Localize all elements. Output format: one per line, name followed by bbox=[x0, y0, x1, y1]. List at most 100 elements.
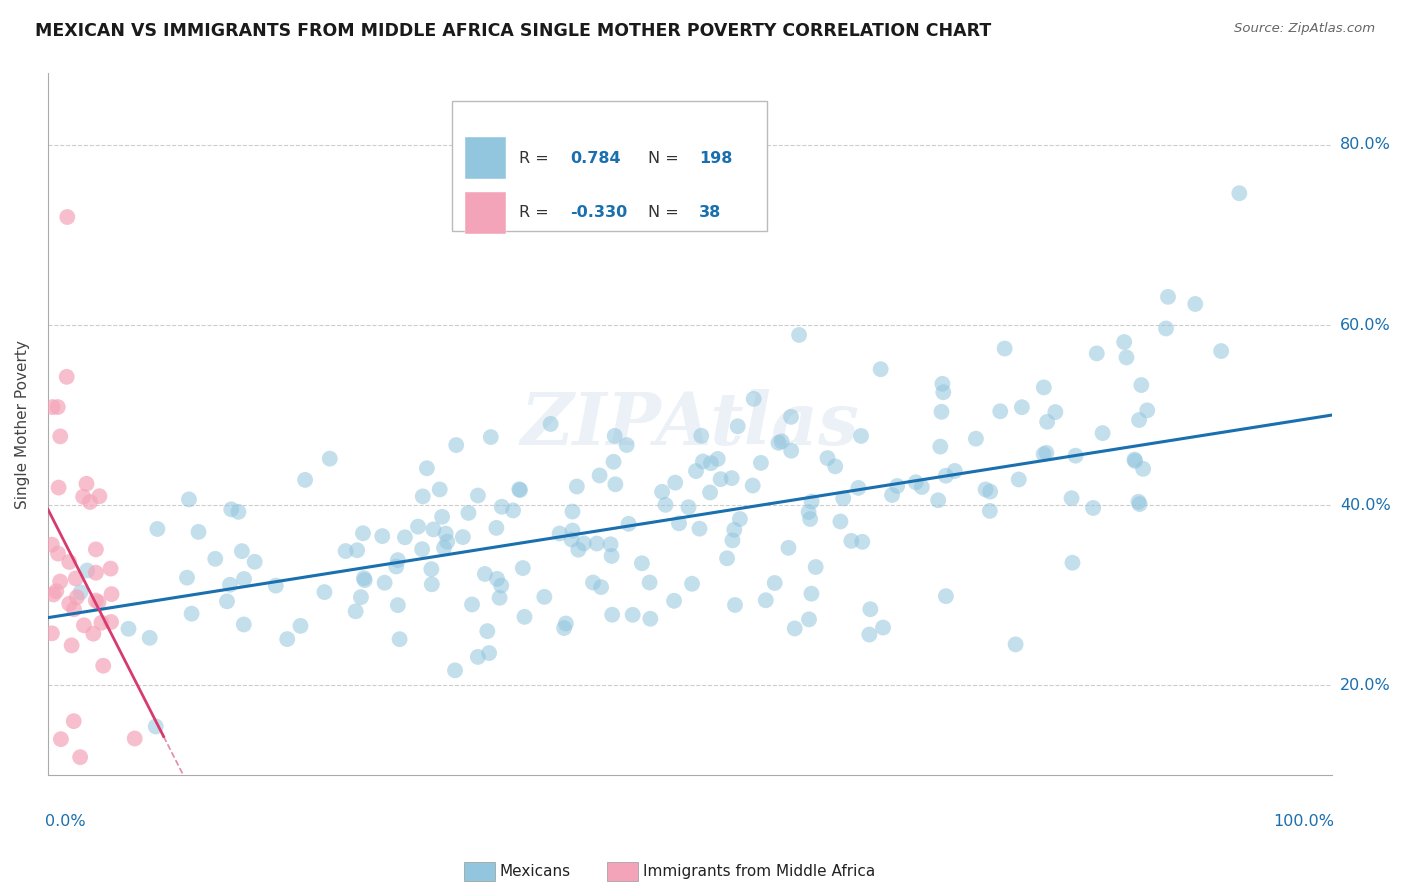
Point bbox=[824, 459, 846, 474]
Point bbox=[243, 555, 266, 569]
Point bbox=[290, 619, 312, 633]
Point bbox=[491, 578, 513, 592]
Point bbox=[700, 456, 723, 470]
Point bbox=[176, 571, 198, 585]
Point bbox=[600, 607, 623, 622]
Point bbox=[668, 516, 690, 531]
Point bbox=[353, 573, 375, 587]
Point bbox=[509, 483, 531, 497]
Point bbox=[84, 566, 107, 580]
Point bbox=[65, 571, 87, 585]
Point bbox=[1062, 556, 1084, 570]
Point bbox=[219, 502, 242, 516]
Point bbox=[436, 534, 458, 549]
Point bbox=[859, 602, 882, 616]
Point bbox=[724, 598, 747, 612]
Point bbox=[640, 612, 662, 626]
Point bbox=[540, 417, 562, 431]
Point bbox=[943, 464, 966, 478]
Point bbox=[416, 461, 439, 475]
Point bbox=[430, 509, 453, 524]
Point bbox=[411, 542, 433, 557]
Point bbox=[180, 607, 202, 621]
Point bbox=[49, 732, 72, 747]
Point bbox=[681, 576, 703, 591]
Point bbox=[787, 328, 810, 343]
Point bbox=[768, 435, 790, 450]
Point bbox=[385, 559, 408, 574]
Point bbox=[904, 475, 927, 490]
Point bbox=[394, 530, 416, 544]
Point bbox=[444, 664, 467, 678]
Point bbox=[638, 575, 661, 590]
Point bbox=[72, 490, 94, 504]
Point bbox=[451, 530, 474, 544]
Text: 60.0%: 60.0% bbox=[1340, 318, 1391, 333]
Point bbox=[797, 612, 820, 626]
Point bbox=[727, 419, 749, 434]
Point bbox=[692, 454, 714, 468]
Point bbox=[533, 590, 555, 604]
Point bbox=[1129, 497, 1152, 511]
Point bbox=[508, 482, 530, 496]
Point bbox=[582, 575, 605, 590]
Text: R =: R = bbox=[519, 151, 554, 166]
Point bbox=[851, 534, 873, 549]
Point bbox=[849, 429, 872, 443]
Point bbox=[485, 521, 508, 535]
Point bbox=[561, 533, 583, 547]
Text: 0.0%: 0.0% bbox=[45, 814, 86, 829]
Point bbox=[1128, 495, 1150, 509]
Point bbox=[467, 489, 489, 503]
Point bbox=[994, 342, 1017, 356]
Point bbox=[778, 541, 800, 555]
Point bbox=[90, 615, 112, 630]
Point bbox=[1032, 447, 1054, 461]
Point bbox=[412, 490, 434, 504]
Point bbox=[346, 543, 368, 558]
Point bbox=[689, 522, 711, 536]
Point bbox=[931, 376, 953, 391]
Point bbox=[741, 478, 763, 492]
Point bbox=[1011, 401, 1033, 415]
Point bbox=[591, 580, 613, 594]
Point bbox=[699, 485, 721, 500]
Point bbox=[974, 483, 997, 497]
Point bbox=[66, 591, 89, 605]
Point bbox=[374, 575, 396, 590]
Point bbox=[927, 493, 949, 508]
Point bbox=[41, 626, 63, 640]
Point bbox=[344, 604, 367, 618]
Point bbox=[706, 452, 728, 467]
Point bbox=[932, 385, 955, 400]
Point bbox=[513, 610, 536, 624]
Point bbox=[617, 516, 640, 531]
Point bbox=[55, 369, 77, 384]
Point bbox=[100, 615, 122, 629]
Point bbox=[572, 536, 595, 550]
FancyBboxPatch shape bbox=[453, 101, 766, 231]
Point bbox=[603, 429, 626, 443]
Point bbox=[678, 500, 700, 515]
Point bbox=[651, 484, 673, 499]
Point bbox=[46, 547, 69, 561]
Point bbox=[631, 556, 654, 570]
Point bbox=[749, 456, 772, 470]
Point bbox=[886, 479, 908, 493]
Point bbox=[800, 587, 823, 601]
Point bbox=[935, 468, 957, 483]
Point bbox=[723, 523, 745, 537]
Point bbox=[461, 598, 484, 612]
Point bbox=[406, 519, 429, 533]
Point bbox=[585, 536, 607, 550]
Point bbox=[804, 560, 827, 574]
Point bbox=[91, 658, 114, 673]
Point bbox=[219, 578, 242, 592]
Point bbox=[48, 481, 70, 495]
Point bbox=[457, 506, 479, 520]
Point bbox=[486, 572, 509, 586]
Text: 100.0%: 100.0% bbox=[1274, 814, 1334, 829]
Text: -0.330: -0.330 bbox=[571, 205, 628, 220]
Point bbox=[935, 589, 957, 603]
Point bbox=[1064, 449, 1087, 463]
